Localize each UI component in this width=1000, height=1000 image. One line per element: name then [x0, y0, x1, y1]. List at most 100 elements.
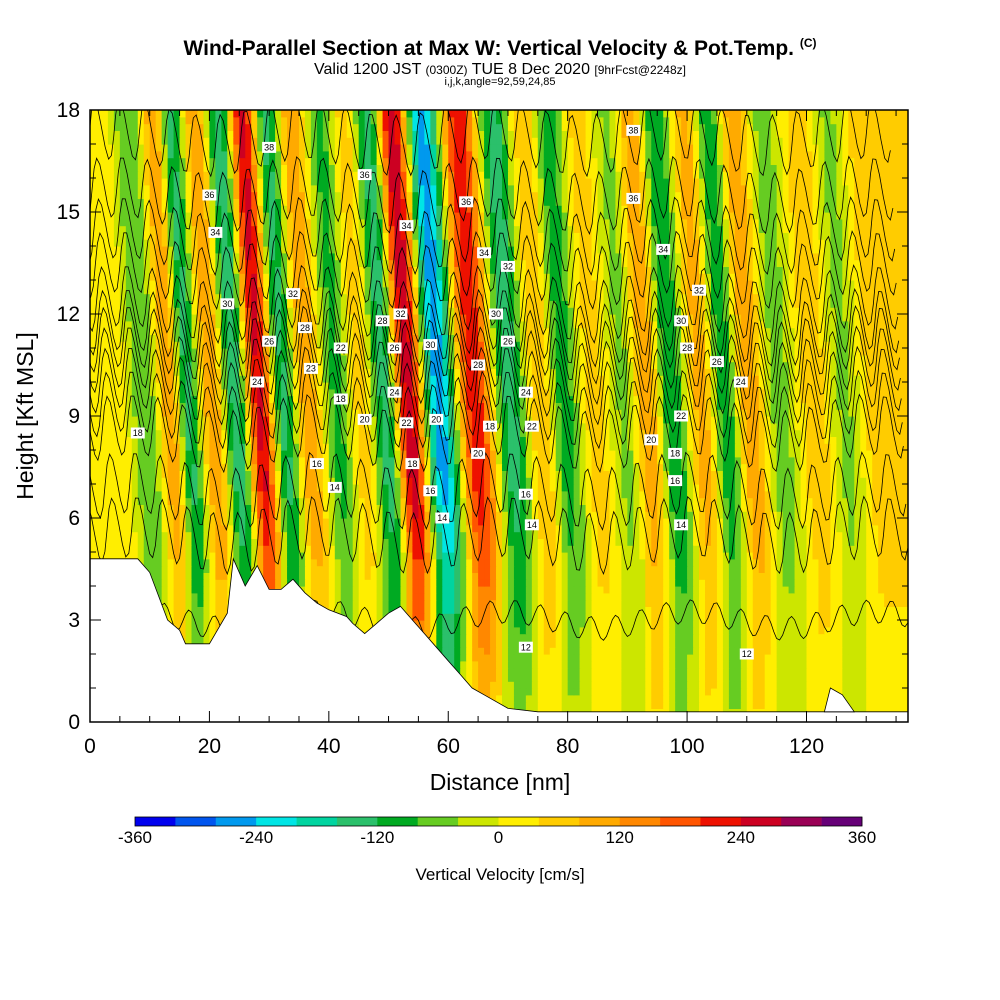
field-cell — [191, 606, 199, 614]
field-cell — [836, 565, 843, 573]
field-cell — [167, 538, 175, 546]
field-cell — [454, 654, 461, 662]
field-cell — [710, 558, 718, 567]
field-cell — [758, 640, 766, 648]
field-cell — [597, 667, 605, 675]
field-cell — [203, 586, 211, 594]
field-cell — [699, 511, 706, 519]
field-cell — [585, 497, 593, 505]
field-cell — [436, 524, 443, 533]
field-cell — [776, 586, 784, 594]
field-cell — [633, 694, 640, 703]
field-cell — [460, 654, 467, 662]
field-cell — [478, 518, 485, 526]
field-cell — [507, 545, 515, 553]
field-cell — [812, 572, 820, 580]
field-cell — [501, 558, 509, 567]
field-cell — [334, 538, 342, 546]
field-cell — [639, 592, 646, 601]
field-cell — [448, 511, 455, 519]
field-cell — [400, 552, 408, 560]
field-cell — [884, 681, 891, 689]
field-cell — [501, 613, 509, 621]
field-cell — [669, 592, 676, 601]
field-cell — [615, 640, 622, 648]
field-cell — [137, 511, 145, 519]
field-cell — [436, 572, 443, 580]
field-cell — [436, 633, 443, 641]
field-cell — [902, 565, 908, 573]
field-cell — [740, 586, 748, 594]
field-cell — [716, 572, 724, 580]
field-cell — [269, 524, 276, 533]
field-cell — [597, 531, 605, 539]
field-cell — [364, 490, 372, 499]
field-cell — [322, 531, 330, 539]
field-cell — [627, 511, 634, 519]
field-cell — [884, 490, 891, 499]
field-cell — [573, 484, 581, 492]
field-cell — [860, 504, 867, 512]
field-cell — [860, 484, 867, 492]
field-cell — [812, 592, 820, 601]
field-cell — [585, 484, 593, 492]
field-cell — [573, 599, 581, 607]
field-cell — [179, 545, 187, 553]
field-cell — [227, 524, 234, 533]
field-cell — [430, 572, 437, 580]
field-cell — [525, 552, 533, 560]
field-cell — [800, 701, 808, 709]
field-cell — [752, 538, 760, 546]
field-cell — [752, 613, 760, 621]
field-cell — [722, 599, 730, 607]
field-cell — [776, 565, 784, 573]
field-cell — [454, 552, 461, 560]
field-cell — [597, 647, 605, 655]
field-cell — [669, 626, 676, 635]
field-cell — [281, 470, 288, 478]
field-cell — [406, 484, 414, 492]
field-cell — [848, 484, 855, 492]
field-cell — [513, 545, 521, 553]
field-cell — [555, 694, 563, 703]
field-cell — [525, 558, 533, 567]
field-cell — [848, 538, 855, 546]
field-cell — [609, 694, 617, 703]
field-cell — [740, 640, 748, 648]
field-cell — [728, 599, 736, 607]
field-cell — [322, 490, 330, 499]
field-cell — [884, 545, 891, 553]
field-cell — [830, 599, 837, 607]
field-cell — [113, 538, 121, 546]
field-cell — [627, 654, 634, 662]
field-cell — [430, 518, 437, 526]
field-cell — [424, 626, 431, 635]
field-cell — [424, 470, 431, 478]
field-cell — [770, 640, 778, 648]
field-cell — [304, 538, 312, 546]
field-cell — [681, 633, 688, 641]
field-cell — [704, 660, 712, 669]
field-cell — [764, 654, 772, 662]
field-cell — [519, 620, 527, 628]
field-cell — [872, 518, 879, 526]
field-cell — [161, 518, 169, 526]
field-cell — [675, 606, 682, 614]
field-cell — [752, 694, 760, 703]
field-cell — [573, 667, 581, 675]
field-cell — [878, 497, 885, 505]
field-cell — [681, 674, 688, 682]
field-cell — [412, 497, 419, 505]
field-cell — [448, 620, 455, 628]
field-cell — [902, 518, 908, 526]
field-cell — [591, 681, 599, 689]
field-cell — [669, 538, 676, 546]
field-cell — [866, 565, 873, 573]
field-cell — [484, 599, 491, 607]
field-cell — [567, 688, 575, 696]
field-cell — [507, 490, 515, 499]
field-cell — [752, 654, 760, 662]
field-cell — [848, 660, 855, 669]
field-cell — [496, 572, 503, 580]
field-cell — [388, 599, 396, 607]
